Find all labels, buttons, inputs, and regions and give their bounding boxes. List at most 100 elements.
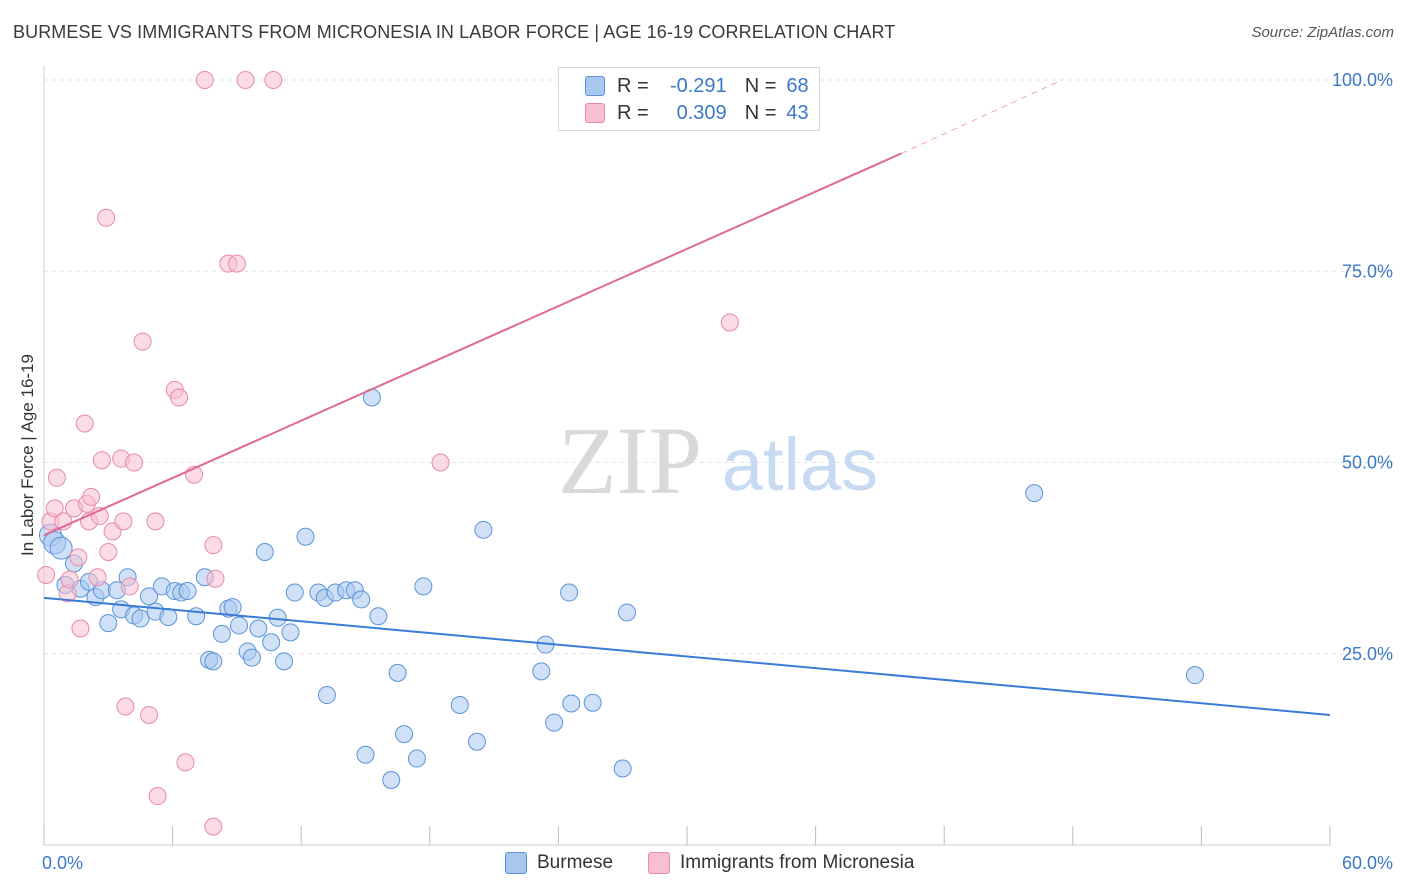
x-tick-label: 60.0% [1342,853,1393,873]
legend-row-micronesia: R = 0.309 N = 43 [585,100,809,126]
micronesia-point [264,71,283,89]
micronesia-trend-line [43,152,902,537]
burmese-point [317,686,336,705]
legend-swatch-burmese [505,852,527,874]
micronesia-point [204,536,223,555]
micronesia-point [125,453,144,472]
micronesia-point [140,705,159,724]
micronesia-point [148,787,167,806]
burmese-point [560,583,579,602]
micronesia-trend-extension [901,79,1063,154]
burmese-point [281,623,300,642]
burmese-point [613,759,632,778]
micronesia-point [75,414,94,433]
burmese-point [230,616,249,635]
legend-n-label: N = [744,74,777,97]
micronesia-point [37,565,56,584]
burmese-point [382,770,401,789]
burmese-trend-line [43,596,1331,716]
legend-r-value: -0.291 [669,74,727,97]
micronesia-point [146,512,165,531]
micronesia-point [114,512,133,531]
burmese-point [407,749,426,768]
burmese-point [223,598,242,617]
legend-r-label: R = [617,101,649,124]
burmese-point [356,745,375,764]
burmese-point [352,590,371,609]
legend-item-micronesia[interactable]: Immigrants from Micronesia [648,852,914,874]
micronesia-point [227,254,246,273]
burmese-point [204,652,223,671]
legend-item-burmese[interactable]: Burmese [505,852,613,874]
y-tick-label: 100.0% [1332,70,1393,90]
micronesia-point [97,208,116,227]
micronesia-point [99,543,118,562]
micronesia-point [431,453,450,472]
source-label: Source: ZipAtlas.com [1251,24,1394,41]
burmese-point [532,662,551,681]
burmese-point [49,536,73,560]
burmese-points [38,388,1204,789]
micronesia-point [69,548,88,567]
burmese-point [159,608,178,627]
micronesia-point [195,71,214,89]
micronesia-point [47,468,66,487]
micronesia-point [71,619,90,638]
burmese-point [262,633,281,652]
burmese-point [369,607,388,626]
legend-label-burmese: Burmese [537,852,614,873]
micronesia-point [60,570,79,589]
burmese-point [140,587,159,606]
burmese-point [1185,666,1204,685]
burmese-point [583,693,602,712]
micronesia-point [88,568,107,587]
watermark-zip: ZIP [558,407,702,514]
micronesia-point [206,569,225,588]
legend-swatch-micronesia [585,103,605,123]
micronesia-point [236,71,255,89]
legend-r-label: R = [617,74,649,97]
y-tick-label: 25.0% [1342,644,1393,664]
micronesia-point [204,817,223,836]
burmese-point [242,648,261,667]
burmese-point [562,694,581,713]
watermark: ZIP atlas [558,407,878,514]
legend-n-label: N = [744,101,777,124]
micronesia-point [170,388,189,407]
correlation-legend: R = -0.291 N = 68 R = 0.309 N = 43 [558,67,820,131]
trend-lines [43,79,1331,716]
burmese-point [296,527,315,546]
burmese-point [1025,484,1044,503]
legend-swatch-micronesia [648,852,670,874]
tick-labels: 25.0% 50.0% 75.0% 100.0% 0.0% 60.0% [42,70,1393,873]
burmese-point [617,603,636,622]
micronesia-point [92,451,111,470]
burmese-point [255,543,274,562]
legend-r-value: 0.309 [676,101,727,124]
micronesia-point [120,577,139,596]
burmese-point [131,609,150,628]
burmese-point [99,614,118,633]
burmese-point [178,582,197,601]
x-tick-label: 0.0% [42,853,83,873]
burmese-point [414,577,433,596]
micronesia-point [133,332,152,351]
micronesia-points [37,71,739,836]
chart-title: BURMESE VS IMMIGRANTS FROM MICRONESIA IN… [13,22,896,42]
burmese-point [450,696,469,715]
burmese-point [212,624,231,643]
burmese-point [249,619,268,638]
legend-row-burmese: R = -0.291 N = 68 [585,73,809,99]
series-legend: Burmese Immigrants from Micronesia [0,852,1406,878]
burmese-point [545,713,564,732]
burmese-point [285,583,304,602]
legend-swatch-burmese [585,76,605,96]
micronesia-point [82,487,101,506]
burmese-point [388,663,407,682]
y-tick-label: 75.0% [1342,261,1393,281]
legend-n-value: 43 [786,101,809,124]
micronesia-point [45,499,64,518]
legend-label-micronesia: Immigrants from Micronesia [680,852,915,873]
y-tick-label: 50.0% [1342,453,1393,473]
